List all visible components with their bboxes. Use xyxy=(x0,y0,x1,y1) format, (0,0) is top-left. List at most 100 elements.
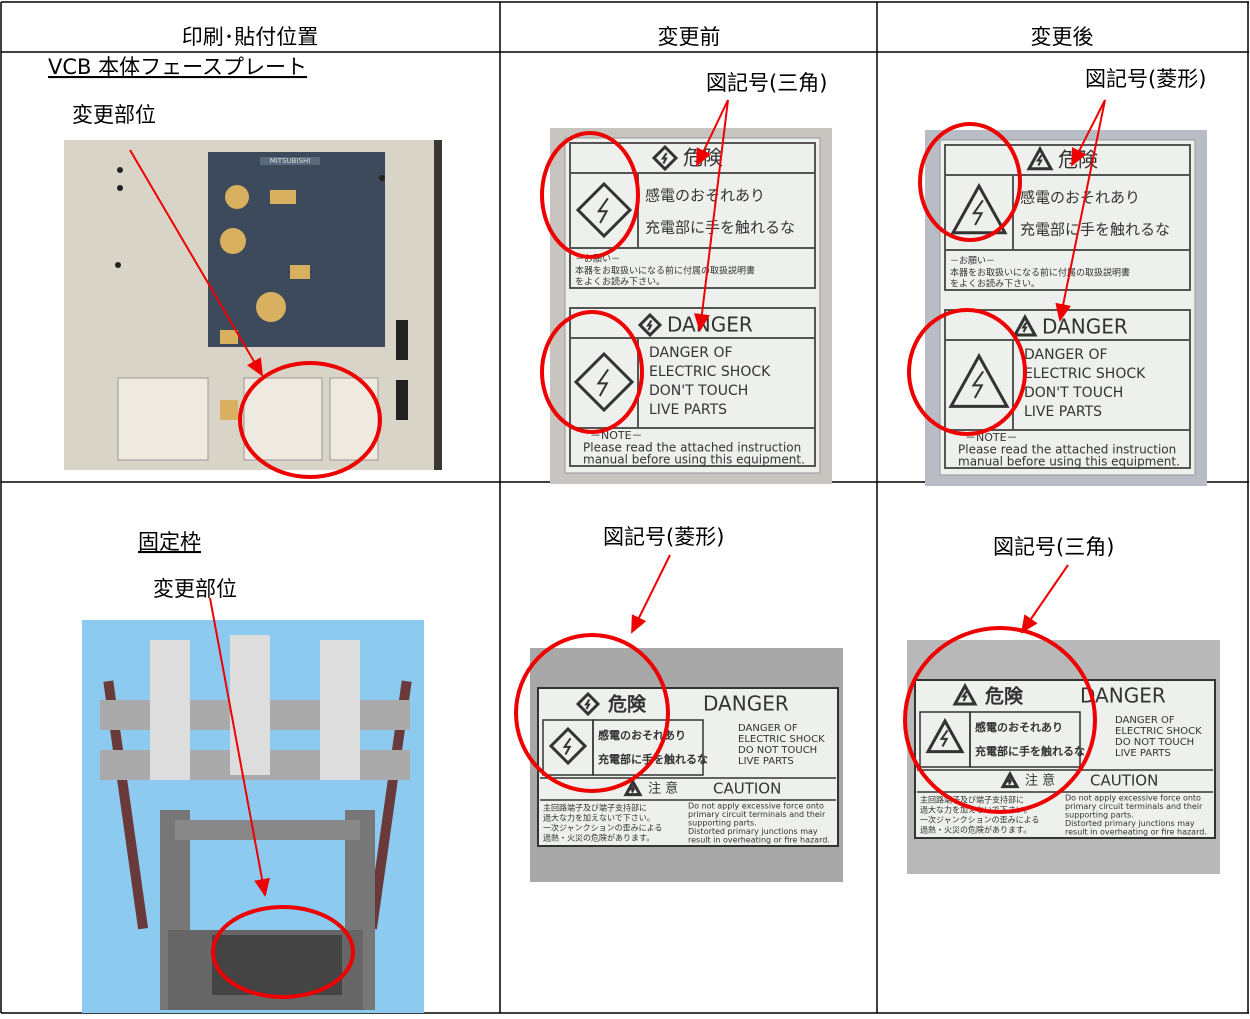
symbol xyxy=(637,312,663,338)
highlight-circle xyxy=(514,633,670,793)
arrow xyxy=(1071,99,1106,167)
label-text: CAUTION xyxy=(1090,772,1158,790)
location: VCB 本体フェースプレート xyxy=(48,55,307,79)
highlight-circle xyxy=(918,122,1022,242)
label-text: result in overheating or fire hazard. xyxy=(1065,828,1207,837)
label-text: をよくお読み下さい。 xyxy=(575,276,665,288)
symbol xyxy=(948,352,1010,408)
warning-label: 危険感電のおそれあり充電部に手を触れるな－お願い－本器をお取扱いになる前に付属の… xyxy=(939,139,1196,476)
label-text: 過熱・火災の危険があります。 xyxy=(920,825,1031,835)
header: 印刷･貼付位置 xyxy=(182,25,319,49)
bolt xyxy=(629,785,636,793)
label-text: CAUTION xyxy=(713,780,781,798)
callout: 図記号(菱形) xyxy=(1085,67,1206,91)
label-text: LIVE PARTS xyxy=(1024,404,1102,420)
label-text: DANGER OF xyxy=(1024,347,1108,363)
bolt xyxy=(1021,321,1028,333)
arrow xyxy=(1055,99,1106,322)
label-text: DANGER OF xyxy=(649,345,733,361)
symbol xyxy=(573,351,635,413)
label-text: 過熱・火災の危険があります。 xyxy=(543,833,654,843)
label-text: 過大な力を加えないで下さい。 xyxy=(543,813,655,823)
label-text: supporting parts. xyxy=(1065,811,1134,820)
arrow xyxy=(693,99,729,332)
bolt xyxy=(596,368,610,397)
bolt xyxy=(562,737,572,755)
label-text: 危険 xyxy=(608,693,647,716)
location-note: 変更部位 xyxy=(153,577,237,601)
symbol xyxy=(950,182,1008,235)
bolt xyxy=(971,370,985,399)
label-text: 注 意 xyxy=(648,781,678,797)
arrow xyxy=(696,99,729,167)
label-text: manual before using this equipment. xyxy=(958,455,1180,469)
bolt xyxy=(660,152,668,164)
label-text: DO NOT TOUCH xyxy=(738,745,817,756)
jp-box xyxy=(592,719,704,776)
bolt xyxy=(1035,154,1043,166)
symbol xyxy=(651,144,679,172)
label-text: 注 意 xyxy=(1025,773,1055,789)
warning-label: 危険感電のおそれあり充電部に手を触れるな－お願い－本器をお取扱いになる前に付属の… xyxy=(564,137,821,474)
label-text: LIVE PARTS xyxy=(649,402,727,418)
label-text: 感電のおそれあり xyxy=(645,187,765,205)
label-text: 充電部に手を触れるな xyxy=(645,219,795,237)
label-text: LIVE PARTS xyxy=(1115,748,1171,759)
label-text: ELECTRIC SHOCK xyxy=(649,364,771,380)
label-text: Please read the attached instruction xyxy=(583,441,801,455)
bolt xyxy=(971,199,984,226)
label-text: Do not apply excessive force onto xyxy=(1065,794,1201,803)
label-text: LIVE PARTS xyxy=(738,756,794,767)
symbol xyxy=(952,682,978,706)
label-text: 主回路端子及び端子支持部に xyxy=(920,795,1024,805)
label-text: DON'T TOUCH xyxy=(649,383,748,399)
highlight-circle xyxy=(907,308,1027,436)
highlight-circle xyxy=(903,626,1097,814)
label-text: manual before using this equipment. xyxy=(583,453,805,467)
annotations xyxy=(514,99,1106,814)
location: 固定枠 xyxy=(138,530,201,554)
label-text: primary circuit terminals and their xyxy=(1065,802,1203,811)
label-text: Please read the attached instruction xyxy=(958,443,1176,457)
label-text: DANGER OF xyxy=(738,723,798,734)
symbol xyxy=(623,778,643,797)
bolt xyxy=(646,319,653,331)
header: 変更前 xyxy=(658,25,721,49)
label-text: supporting parts. xyxy=(688,819,757,828)
highlight-circle xyxy=(540,310,644,434)
label-text: Do not apply excessive force onto xyxy=(688,802,824,811)
symbol xyxy=(925,717,965,754)
label-text: DO NOT TOUCH xyxy=(1115,737,1194,748)
header: 変更後 xyxy=(1031,25,1094,49)
label-text: 感電のおそれあり xyxy=(598,728,686,742)
highlight-circle xyxy=(540,131,640,259)
location-note: 変更部位 xyxy=(72,103,156,127)
label-text: 充電部に手を触れるな xyxy=(975,744,1085,758)
symbol xyxy=(1026,145,1054,171)
symbol xyxy=(548,726,588,766)
label-text: 本器をお取扱いになる前に付属の取扱説明書 xyxy=(575,265,755,277)
label-text: 充電部に手を触れるな xyxy=(1020,221,1170,239)
faceplate-photo: MITSUBISHI xyxy=(64,140,442,479)
label-text: ELECTRIC SHOCK xyxy=(738,734,825,745)
label-text: Distorted primary junctions may xyxy=(688,827,818,836)
label-text: 危険 xyxy=(985,685,1024,708)
label-text: 一次ジャンクションの歪みによる xyxy=(543,823,662,833)
label-text: 感電のおそれあり xyxy=(1020,189,1140,207)
label-text: ELECTRIC SHOCK xyxy=(1024,366,1146,382)
symbol xyxy=(1000,770,1020,789)
label-text: DANGER xyxy=(1042,315,1128,339)
symbol xyxy=(575,691,601,717)
label-text: 危険 xyxy=(683,146,723,170)
bolt xyxy=(961,690,968,702)
bolt xyxy=(939,729,949,747)
label-text: primary circuit terminals and their xyxy=(688,810,826,819)
label-text: DANGER xyxy=(667,313,753,337)
jp-box xyxy=(969,711,1081,768)
arrow xyxy=(1020,564,1069,634)
label-text: ELECTRIC SHOCK xyxy=(1115,726,1202,737)
bolt xyxy=(596,197,609,224)
label-text: 主回路端子及び端子支持部に xyxy=(543,803,647,813)
